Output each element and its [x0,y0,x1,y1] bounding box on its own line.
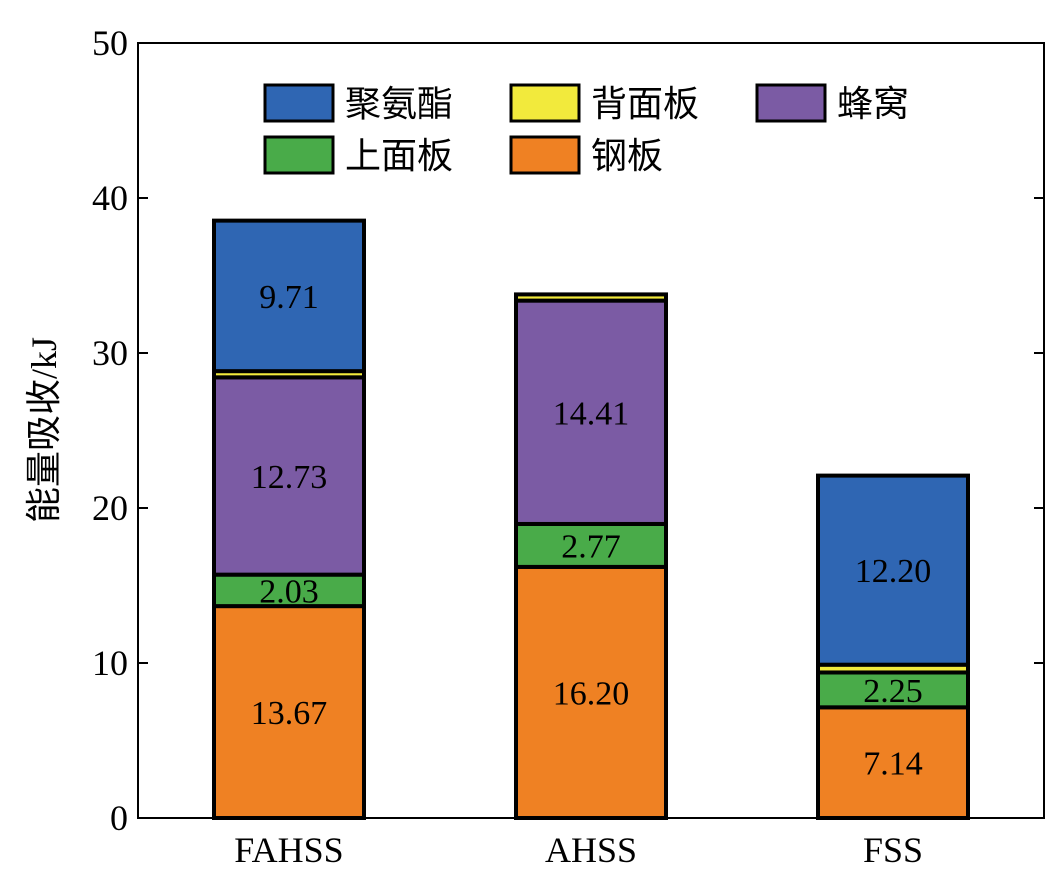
bar-segment [514,298,668,526]
x-tick-label: FAHSS [234,830,343,870]
data-label: 2.77 [561,528,621,565]
data-label: 12.20 [855,553,932,590]
y-tick-label: 10 [92,643,128,683]
data-label: 9.71 [259,279,319,316]
x-tick-label: FSS [863,830,923,870]
bar-segment [212,218,366,374]
legend-label: 蜂窝 [837,84,909,124]
data-label: 16.20 [553,675,630,712]
data-label: 14.41 [553,395,630,432]
x-axis: FAHSS AHSS FSS [234,808,923,870]
bar-segment [212,572,366,609]
bar-segment [816,670,970,710]
bar-segment [514,292,668,303]
legend-swatch [263,135,335,175]
legend-swatch [509,135,581,175]
y-tick-label: 40 [92,178,128,218]
y-tick-label: 50 [92,23,128,63]
data-label: 2.25 [863,673,923,710]
bar-segment [212,375,366,577]
y-axis-label: 能量吸收/kJ [24,337,64,523]
legend-label: 上面板 [345,136,453,176]
legend-swatch [263,83,335,123]
legend-label: 背面板 [591,84,699,124]
data-label: 13.67 [251,695,328,732]
data-label: 12.73 [251,459,328,496]
y-tick-label: 30 [92,333,128,373]
y-axis: 0 10 20 30 40 50 [92,23,1044,838]
legend-label: 钢板 [591,136,663,176]
bar-segment [816,473,970,667]
legend-swatch [509,83,581,123]
legend-label: 聚氨酯 [345,84,453,124]
bar-stacks: 13.67 2.03 12.73 9.71 16.20 2.77 14.41 7.14 2.25… [212,218,970,821]
x-tick-label: AHSS [545,830,637,870]
y-tick-label: 20 [92,488,128,528]
data-label: 2.03 [259,573,319,610]
legend-swatch [755,83,827,123]
y-tick-label: 0 [110,798,128,838]
data-label: 7.14 [863,746,923,783]
